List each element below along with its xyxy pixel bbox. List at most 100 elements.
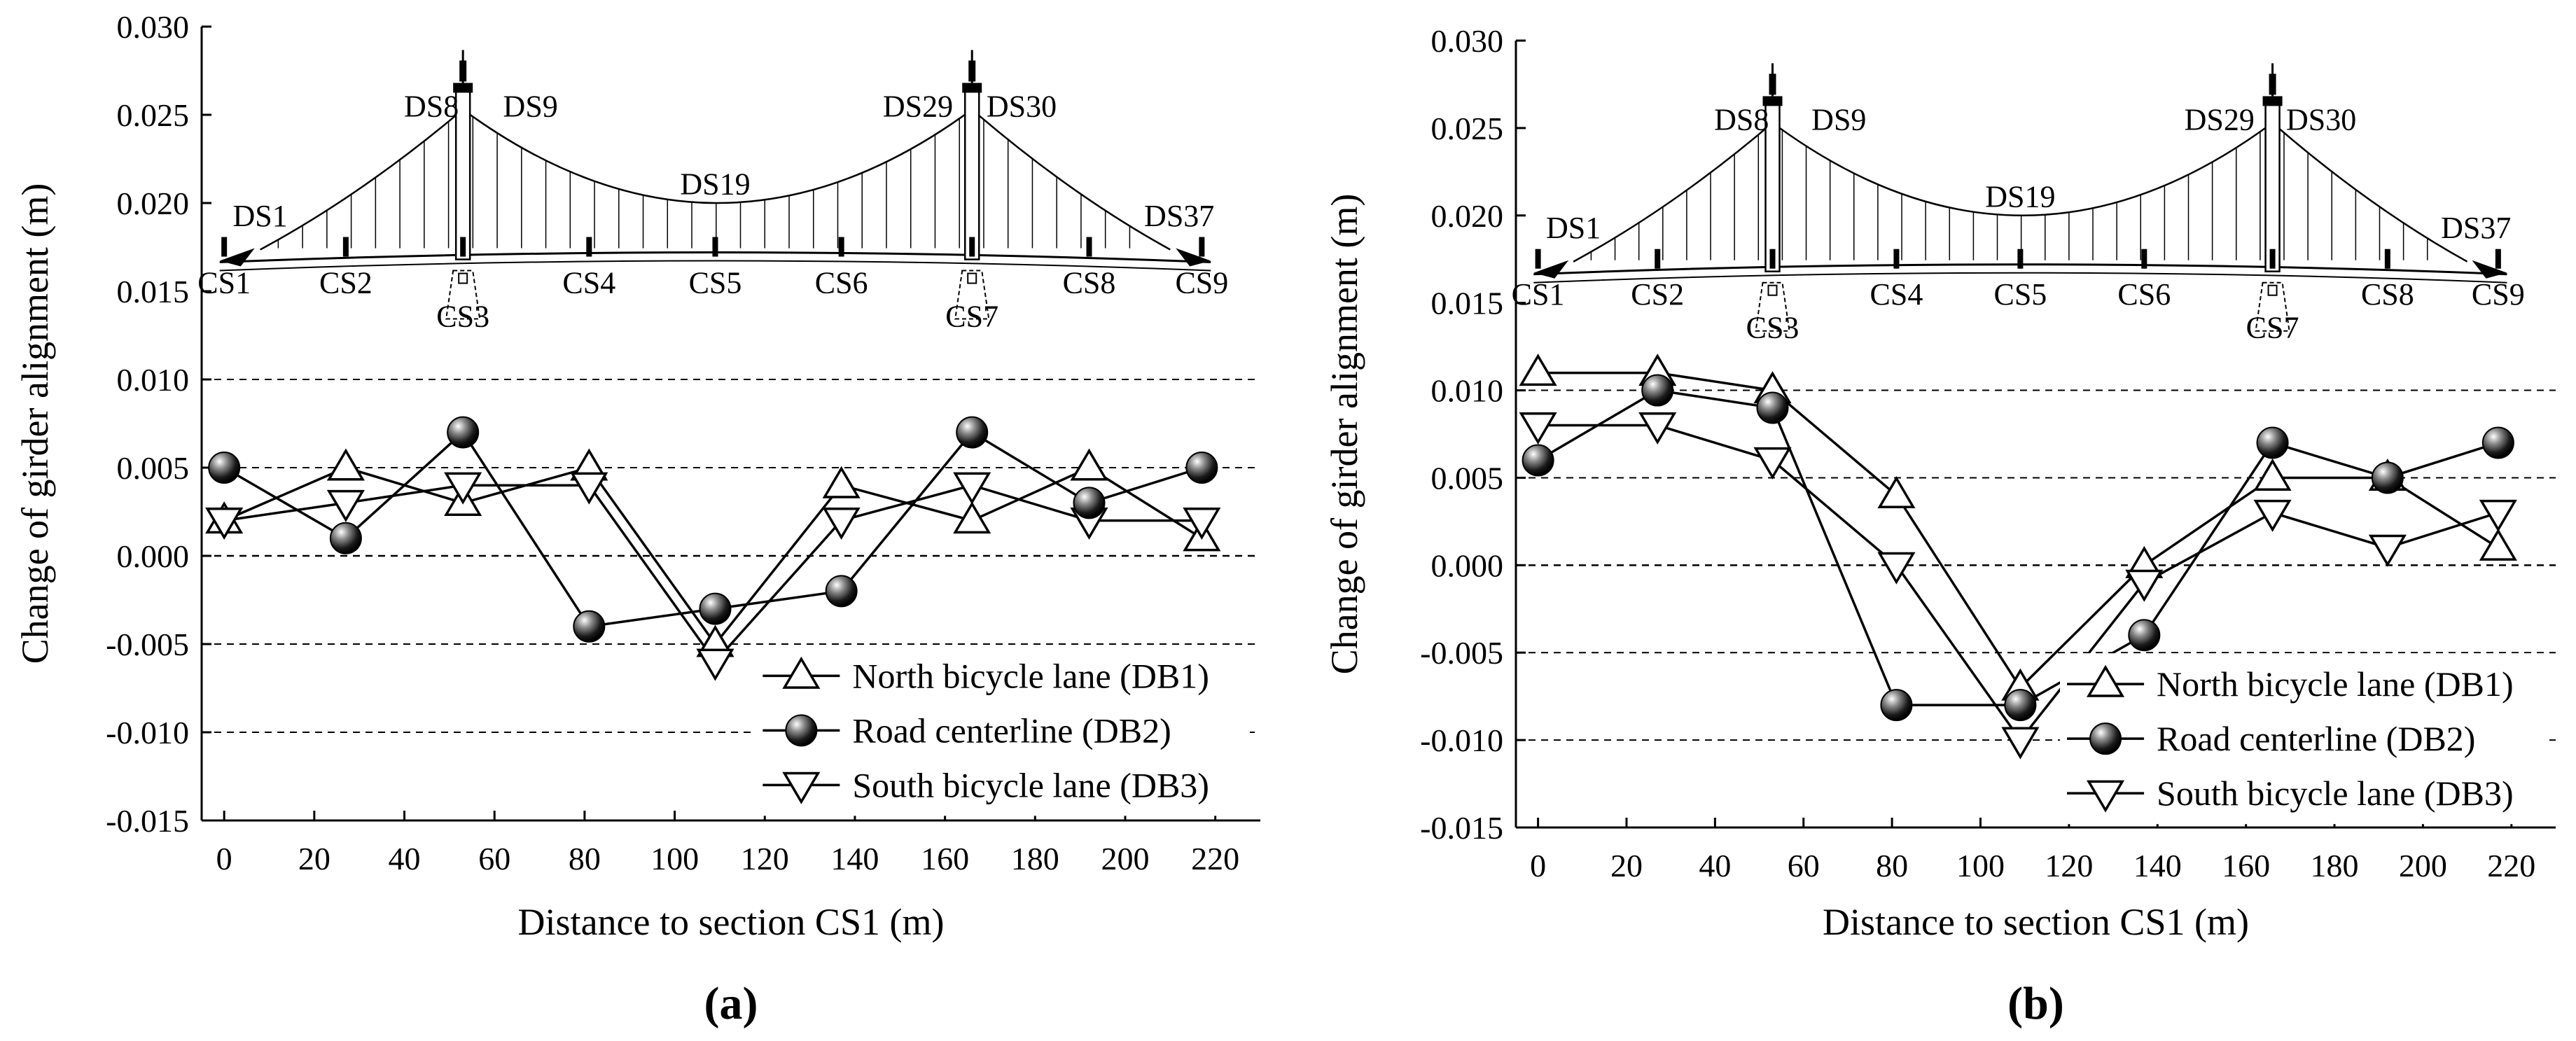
y-tick-label: 0.000 [117, 538, 190, 574]
tower-pier [1755, 281, 1790, 332]
ds-label: DS1 [1546, 211, 1601, 245]
section-marker [1535, 249, 1541, 269]
legend-marker-triangle-down [2086, 780, 2125, 813]
data-point-triangle-up [326, 448, 365, 481]
data-point-sphere [1880, 689, 1913, 722]
x-tick-label: 60 [478, 841, 510, 876]
tower-mast-top [1769, 74, 1776, 95]
ds-label: DS19 [1985, 179, 2055, 214]
data-point-triangle-down [1877, 552, 1916, 585]
data-point-triangle-down [2125, 569, 2164, 602]
ds-label: DS8 [1714, 102, 1769, 137]
tower-pier [2255, 281, 2290, 332]
pier-box [1767, 284, 1778, 296]
data-point-triangle-up [1877, 475, 1916, 508]
data-point-triangle-down [696, 648, 734, 681]
x-tick-label: 20 [298, 841, 330, 876]
bridge-deck-lower [1533, 272, 2507, 284]
data-point-triangle-down [822, 508, 861, 540]
x-tick-label: 40 [389, 841, 421, 876]
x-tick-label: 120 [2045, 848, 2093, 883]
anchor [1176, 248, 1211, 267]
section-label: CS4 [1870, 277, 1923, 312]
y-tick-label: -0.015 [106, 803, 189, 839]
data-point-triangle-up [1070, 448, 1108, 481]
panel-label: (a) [704, 978, 758, 1029]
data-point-triangle-down [444, 472, 482, 505]
data-point-sphere [1185, 452, 1218, 484]
y-tick-label: 0.015 [1431, 286, 1504, 321]
section-marker [1769, 249, 1776, 269]
x-tick-label: 100 [650, 841, 699, 876]
data-point-triangle-down [1753, 447, 1792, 480]
data-point-sphere [573, 610, 606, 643]
legend-label: North bicycle lane (DB1) [852, 656, 1209, 695]
y-tick-label: 0.020 [1431, 198, 1504, 234]
data-point-sphere [2371, 461, 2404, 494]
x-tick-label: 180 [2311, 848, 2359, 883]
y-tick-label: -0.005 [106, 627, 189, 662]
ds-label: DS1 [233, 199, 288, 233]
section-label: CS5 [689, 265, 742, 300]
legend-marker-triangle-up [782, 656, 821, 689]
section-marker [586, 237, 592, 257]
chart-panel-a: CS1 CS2 CS3 CS4 CS5 CS6 CS7 CS8 CS9 DS1 DS8 DS9 DS19… [14, 9, 1260, 1029]
section-marker [1086, 237, 1092, 257]
section-marker [2017, 249, 2024, 269]
y-tick-label: -0.010 [1420, 722, 1503, 758]
section-marker [460, 237, 466, 257]
data-point-triangle-down [1519, 412, 1557, 445]
ds-label: DS19 [680, 167, 750, 201]
y-tick-label: -0.015 [1420, 810, 1503, 846]
tower-mast-top [2269, 74, 2276, 95]
ds-label: DS30 [987, 90, 1057, 124]
section-marker [2141, 249, 2147, 269]
legend-label: Road centerline (DB2) [2157, 719, 2475, 758]
y-tick-label: 0.000 [1431, 547, 1504, 583]
series-line-triangle-up [1538, 371, 2499, 690]
ds-label: DS29 [883, 90, 953, 124]
data-point-sphere [2004, 689, 2037, 722]
data-point-sphere [1073, 487, 1106, 519]
section-marker [969, 237, 975, 257]
section-marker [1893, 249, 1900, 269]
data-point-sphere [1756, 391, 1789, 424]
x-tick-label: 100 [1956, 848, 2005, 883]
ds-label: DS37 [2441, 211, 2511, 245]
data-point-sphere [447, 416, 480, 449]
section-label: CS8 [2361, 277, 2414, 312]
legend-label: Road centerline (DB2) [852, 711, 1171, 750]
x-axis-title: Distance to section CS1 (m) [1823, 901, 2249, 943]
tower-mast-top [968, 60, 976, 82]
section-marker [838, 237, 844, 257]
section-label: CS2 [319, 265, 373, 300]
section-label: CS5 [1993, 277, 2047, 312]
data-point-triangle-down [205, 508, 244, 540]
main-cable [1573, 121, 2468, 263]
data-point-triangle-down [1638, 412, 1677, 445]
pier-box [458, 272, 468, 284]
anchor [1533, 260, 1569, 279]
y-tick-label: 0.015 [117, 274, 190, 309]
section-label: CS1 [197, 265, 251, 300]
section-marker [712, 237, 718, 257]
y-tick-label: 0.025 [1431, 111, 1504, 146]
section-marker [342, 237, 349, 257]
bridge-deck-lower [219, 260, 1211, 272]
section-label: CS7 [945, 299, 998, 333]
x-tick-label: 220 [2487, 848, 2535, 883]
legend-marker-triangle-down [782, 771, 821, 804]
section-label: CS3 [436, 299, 489, 333]
section-marker [1655, 249, 1661, 269]
y-tick-label: 0.030 [117, 9, 190, 45]
y-tick-label: 0.005 [1431, 460, 1504, 496]
tower [2264, 101, 2281, 272]
anchor [219, 248, 255, 267]
ds-label: DS8 [404, 90, 459, 124]
data-point-triangle-down [326, 489, 365, 522]
data-point-sphere [825, 575, 858, 608]
legend-marker-triangle-up [2086, 664, 2125, 697]
section-label: CS1 [1512, 277, 1565, 312]
section-label: CS8 [1063, 265, 1116, 300]
